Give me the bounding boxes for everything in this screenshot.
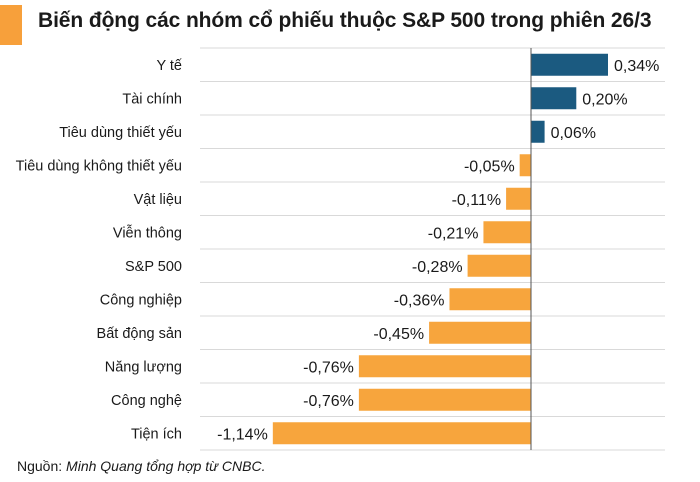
bar bbox=[449, 288, 531, 311]
category-label: Tiêu dùng thiết yếu bbox=[59, 125, 182, 141]
source-text: Minh Quang tổng hợp từ CNBC. bbox=[66, 458, 266, 474]
category-label: Công nghệ bbox=[111, 393, 182, 409]
category-label: Tiêu dùng không thiết yếu bbox=[16, 158, 182, 174]
category-label: Viễn thông bbox=[113, 224, 182, 241]
bar bbox=[483, 221, 531, 244]
bar bbox=[272, 422, 531, 445]
category-label: Y tế bbox=[156, 58, 182, 74]
value-label: -0,76% bbox=[303, 393, 354, 410]
value-label: -0,36% bbox=[394, 292, 445, 309]
value-label: 0,06% bbox=[551, 125, 596, 142]
value-label: -0,05% bbox=[464, 158, 515, 175]
bar bbox=[531, 53, 608, 76]
value-label: -1,14% bbox=[217, 426, 268, 443]
category-label: Bất động sản bbox=[97, 326, 182, 342]
source-label: Nguồn: bbox=[17, 458, 63, 474]
chart-title: Biến động các nhóm cổ phiếu thuộc S&P 50… bbox=[38, 9, 652, 32]
value-label: 0,34% bbox=[614, 58, 659, 75]
source-note: Nguồn: Minh Quang tổng hợp từ CNBC. bbox=[17, 458, 265, 474]
value-label: -0,28% bbox=[412, 259, 463, 276]
category-label: S&P 500 bbox=[125, 259, 182, 275]
value-label: 0,20% bbox=[582, 91, 627, 108]
value-label: -0,21% bbox=[428, 225, 479, 242]
category-label: Năng lượng bbox=[105, 359, 182, 375]
category-label: Tiện ích bbox=[131, 426, 182, 442]
title-accent-bar bbox=[0, 5, 22, 45]
bar bbox=[531, 120, 545, 143]
value-label: -0,11% bbox=[452, 192, 502, 209]
bar bbox=[358, 388, 531, 411]
bar bbox=[429, 321, 531, 344]
bar bbox=[467, 254, 531, 277]
category-label: Tài chính bbox=[122, 91, 182, 107]
value-label: -0,45% bbox=[373, 326, 424, 343]
category-label: Công nghiệp bbox=[100, 292, 182, 308]
bar bbox=[531, 87, 577, 110]
bar bbox=[358, 355, 531, 378]
category-label: Vật liệu bbox=[134, 192, 182, 208]
bar bbox=[519, 154, 531, 177]
value-label: -0,76% bbox=[303, 359, 354, 376]
bar bbox=[506, 187, 531, 210]
